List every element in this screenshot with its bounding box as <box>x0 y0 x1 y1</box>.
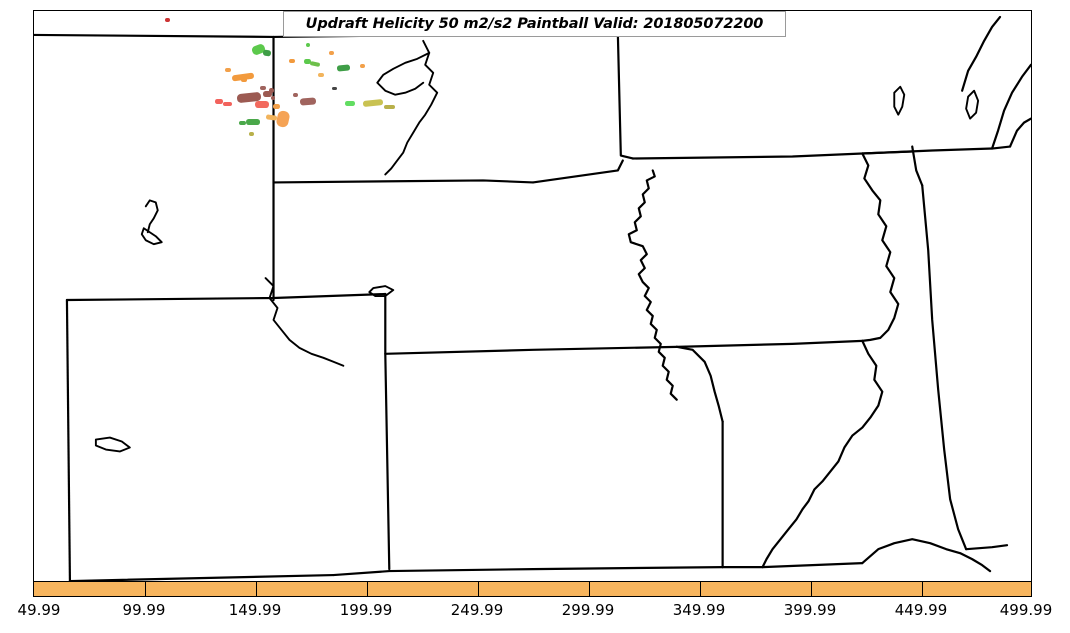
x-tick-label: 49.99 <box>17 601 61 619</box>
paintball-object <box>271 96 275 100</box>
paintball-object <box>304 59 311 64</box>
x-tick-label: 299.99 <box>561 601 615 619</box>
paintball-object <box>215 99 223 104</box>
x-tick-label: 199.99 <box>339 601 393 619</box>
paintball-object <box>336 64 351 72</box>
x-tick-label: 149.99 <box>228 601 282 619</box>
map-axes[interactable] <box>33 10 1032 597</box>
x-tick-label: 349.99 <box>672 601 726 619</box>
paintball-object <box>384 105 395 109</box>
band-tick <box>256 582 258 596</box>
paintball-object <box>299 97 317 106</box>
x-tick-label: 399.99 <box>783 601 837 619</box>
paintball-object <box>225 68 231 72</box>
paintball-object <box>306 43 310 47</box>
paintball-object <box>223 102 232 106</box>
paintball-object <box>332 87 337 90</box>
map-geography <box>34 15 1031 583</box>
band-tick <box>922 582 924 596</box>
x-tick-label: 99.99 <box>122 601 166 619</box>
paintball-object <box>269 88 274 93</box>
paintball-object <box>293 93 298 97</box>
paintball-object <box>289 59 295 63</box>
state-borders <box>34 15 1031 583</box>
x-tick-label: 449.99 <box>894 601 948 619</box>
paintball-object <box>345 101 355 106</box>
paintball-object <box>249 132 254 136</box>
paintball-object <box>273 104 280 109</box>
paintball-object <box>241 78 247 82</box>
paintball-object <box>262 49 272 57</box>
paintball-object <box>239 121 246 125</box>
band-tick <box>811 582 813 596</box>
band-tick <box>478 582 480 596</box>
band-tick <box>145 582 147 596</box>
paintball-object <box>165 18 170 22</box>
paintball-object <box>260 86 266 90</box>
band-tick <box>589 582 591 596</box>
x-tick-label: 249.99 <box>450 601 504 619</box>
paintball-object <box>255 101 269 108</box>
rivers-and-lakes <box>94 39 980 453</box>
paintball-object <box>329 51 334 55</box>
paintball-object <box>318 73 324 77</box>
paintball-object <box>263 91 272 97</box>
plot-title-box: Updraft Helicity 50 m2/s2 Paintball Vali… <box>283 11 786 37</box>
x-axis-tick-labels: 49.99 99.99 149.99 199.99 249.99 299.99 349.99… <box>0 601 1070 627</box>
bottom-orange-band <box>34 581 1031 596</box>
plot-title-text: Updraft Helicity 50 m2/s2 Paintball Vali… <box>305 16 764 32</box>
paintball-object <box>360 64 365 68</box>
x-tick-label: 499.99 <box>999 601 1053 619</box>
band-tick <box>367 582 369 596</box>
paintball-object <box>246 119 260 125</box>
band-tick <box>700 582 702 596</box>
